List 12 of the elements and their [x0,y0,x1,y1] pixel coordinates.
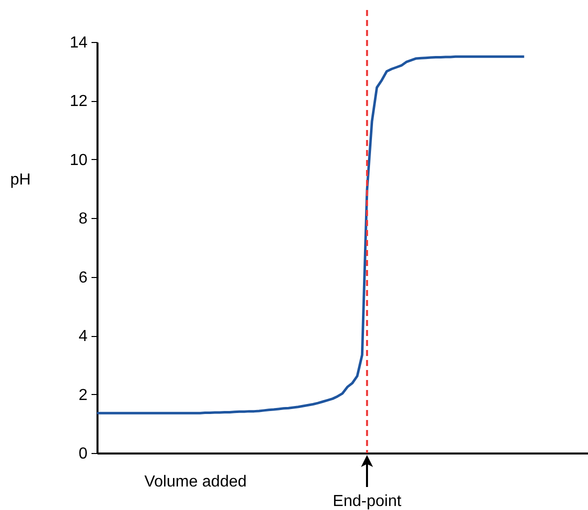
y-tick-label: 10 [70,152,88,169]
y-tick-label: 4 [78,328,88,346]
y-axis-title: pH [10,172,31,188]
text: End-point [332,493,402,510]
x-axis-title: Volume added [144,474,247,490]
y-tick-label: 6 [78,269,88,286]
y-tick-label: 14 [70,34,88,52]
line-series [96,55,526,414]
y-tick-label: 2 [78,386,88,404]
y-tick-label: 0 [78,446,88,462]
y-tick-label: 8 [78,210,88,228]
y-tick-label: 12 [70,93,88,110]
